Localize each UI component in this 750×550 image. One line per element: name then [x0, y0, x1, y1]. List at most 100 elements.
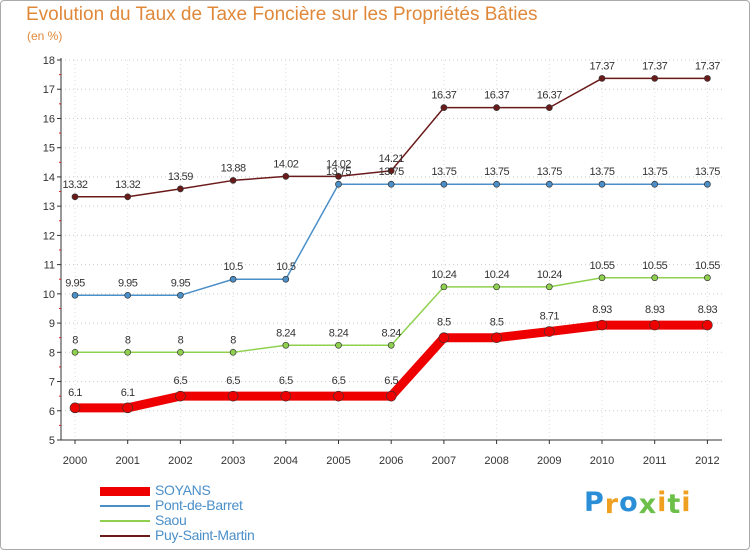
- data-label-puy-saint-martin: 13.32: [115, 179, 140, 191]
- x-tick-label: 2006: [379, 455, 403, 467]
- brand-letter: t: [667, 489, 682, 520]
- data-point-puy-saint-martin: [71, 193, 79, 201]
- data-point-saou: [71, 348, 79, 356]
- data-label-puy-saint-martin: 14.02: [273, 158, 298, 170]
- data-point-pont-de-barret: [282, 275, 290, 283]
- y-tick-label: 18: [43, 55, 55, 67]
- legend-label-soyans: SOYANS: [155, 482, 211, 498]
- brand-letter: i: [657, 487, 668, 518]
- x-tick-label: 2002: [168, 455, 192, 467]
- data-label-soyans: 6.5: [332, 375, 346, 387]
- data-label-saou: 8: [178, 334, 184, 346]
- data-point-pont-de-barret: [651, 180, 659, 188]
- data-point-pont-de-barret: [229, 275, 237, 283]
- data-point-soyans: [175, 390, 186, 402]
- brand-letter: o: [619, 487, 639, 518]
- data-point-pont-de-barret: [124, 291, 132, 299]
- legend-swatch-saou: [100, 520, 150, 522]
- data-point-pont-de-barret: [598, 180, 606, 188]
- data-point-saou: [545, 283, 553, 291]
- data-label-soyans: 6.5: [384, 375, 398, 387]
- y-tick-label: 7: [49, 377, 55, 389]
- data-point-saou: [335, 341, 342, 349]
- data-point-soyans: [596, 319, 608, 331]
- data-point-puy-saint-martin: [493, 104, 500, 111]
- data-label-saou: 10.24: [537, 269, 562, 281]
- brand-letter: r: [604, 489, 620, 520]
- y-tick-label: 13: [43, 201, 55, 213]
- data-point-pont-de-barret: [335, 180, 342, 188]
- data-point-puy-saint-martin: [177, 185, 184, 193]
- data-point-soyans: [491, 332, 502, 343]
- data-label-saou: 10.24: [484, 269, 509, 281]
- data-label-soyans: 6.1: [68, 387, 82, 399]
- x-tick-label: 2010: [590, 455, 614, 467]
- legend-label-pont-de-barret: Pont-de-Barret: [155, 497, 243, 513]
- data-point-saou: [177, 348, 184, 356]
- data-point-soyans: [649, 319, 661, 331]
- y-tick-label: 17: [43, 84, 55, 96]
- data-label-soyans: 6.5: [174, 375, 188, 387]
- x-tick-label: 2011: [643, 455, 667, 467]
- legend-swatch-soyans: [100, 487, 150, 496]
- y-tick-label: 5: [49, 435, 55, 447]
- data-point-pont-de-barret: [387, 180, 395, 188]
- data-label-soyans: 8.71: [540, 311, 560, 323]
- x-tick-label: 2003: [221, 455, 245, 467]
- y-tick-label: 16: [43, 113, 55, 125]
- data-label-pont-de-barret: 13.75: [642, 166, 667, 178]
- data-point-puy-saint-martin: [124, 193, 132, 201]
- legend-label-puy-saint-martin: Puy-Saint-Martin: [155, 527, 255, 543]
- data-point-soyans: [333, 390, 344, 402]
- data-label-saou: 10.24: [431, 269, 456, 281]
- data-label-soyans: 8.5: [437, 317, 451, 329]
- data-point-puy-saint-martin: [282, 172, 290, 180]
- x-tick-label: 2001: [115, 455, 139, 467]
- data-point-saou: [493, 283, 500, 291]
- data-label-saou: 8.24: [276, 327, 296, 339]
- data-label-puy-saint-martin: 16.37: [431, 90, 456, 102]
- brand-logo: Proxiti: [584, 487, 692, 520]
- data-point-puy-saint-martin: [229, 177, 237, 184]
- data-label-saou: 10.55: [589, 260, 614, 272]
- chart-title: Evolution du Taux de Taxe Foncière sur l…: [26, 4, 538, 25]
- x-tick-label: 2005: [326, 455, 350, 467]
- data-label-saou: 10.55: [695, 260, 720, 272]
- data-label-saou: 10.55: [642, 260, 667, 272]
- data-point-puy-saint-martin: [387, 167, 395, 175]
- data-point-puy-saint-martin: [598, 75, 606, 82]
- data-label-soyans: 8.5: [490, 317, 504, 329]
- data-point-saou: [651, 274, 659, 282]
- x-tick-label: 2000: [63, 455, 87, 467]
- x-tick-label: 2008: [484, 455, 508, 467]
- data-point-pont-de-barret: [440, 180, 448, 188]
- data-label-puy-saint-martin: 14.21: [379, 153, 404, 165]
- data-label-soyans: 8.93: [592, 304, 612, 316]
- data-label-puy-saint-martin: 13.32: [62, 179, 87, 191]
- data-label-soyans: 6.5: [279, 375, 293, 387]
- data-point-saou: [704, 274, 711, 282]
- data-label-puy-saint-martin: 16.37: [484, 90, 509, 102]
- y-tick-label: 15: [43, 143, 55, 155]
- data-label-soyans: 6.1: [121, 387, 135, 399]
- y-tick-label: 6: [49, 406, 55, 418]
- chart-unit-label: (en %): [27, 29, 63, 43]
- data-point-saou: [282, 341, 290, 349]
- data-point-soyans: [543, 326, 555, 337]
- data-label-puy-saint-martin: 13.88: [221, 162, 246, 174]
- data-point-pont-de-barret: [493, 180, 500, 188]
- data-label-puy-saint-martin: 17.37: [642, 60, 667, 72]
- data-point-saou: [387, 341, 395, 349]
- data-label-pont-de-barret: 13.75: [326, 166, 351, 178]
- data-label-puy-saint-martin: 17.37: [695, 60, 720, 72]
- data-point-soyans: [438, 332, 450, 343]
- x-tick-label: 2007: [432, 455, 456, 467]
- data-label-pont-de-barret: 13.75: [695, 166, 720, 178]
- y-tick-label: 10: [43, 289, 55, 301]
- data-label-saou: 8: [72, 334, 78, 346]
- data-label-soyans: 8.93: [645, 304, 665, 316]
- data-point-soyans: [122, 402, 133, 414]
- data-point-puy-saint-martin: [651, 75, 659, 82]
- data-point-puy-saint-martin: [545, 104, 553, 111]
